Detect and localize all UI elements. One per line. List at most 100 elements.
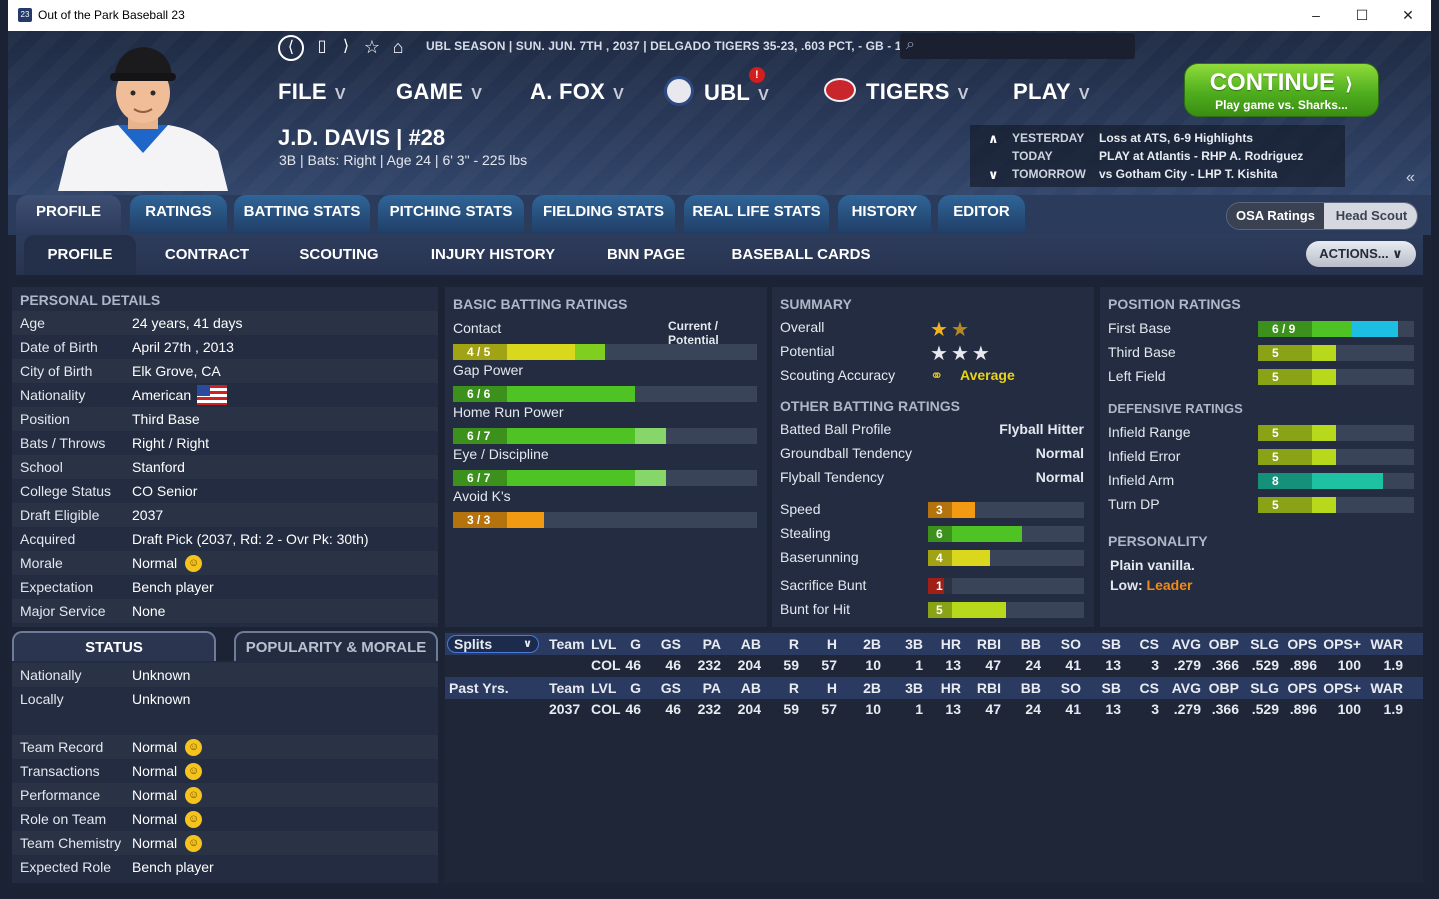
- detail-value: 24 years, 41 days: [132, 315, 243, 331]
- column-header[interactable]: WAR: [1370, 636, 1403, 652]
- continue-button[interactable]: CONTINUE ⟩ Play game vs. Sharks...: [1184, 63, 1379, 117]
- column-header[interactable]: G: [630, 680, 641, 696]
- column-header[interactable]: SB: [1101, 636, 1121, 652]
- tab-history[interactable]: HISTORY: [838, 195, 931, 233]
- tab-editor[interactable]: EDITOR: [938, 195, 1025, 233]
- column-header[interactable]: H: [826, 680, 837, 696]
- player-info: 3B | Bats: Right | Age 24 | 6' 3" - 225 …: [279, 152, 528, 168]
- column-header[interactable]: AVG: [1171, 636, 1201, 652]
- search-input[interactable]: ⌕: [900, 33, 1135, 59]
- column-header[interactable]: Team: [549, 680, 585, 696]
- schedule-today[interactable]: TODAY PLAY at Atlantis - RHP A. Rodriguez: [1012, 149, 1304, 163]
- section-title: BASIC BATTING RATINGS: [453, 296, 628, 312]
- actions-dropdown[interactable]: ACTIONS... ∨: [1306, 241, 1416, 267]
- subtab-injury-history[interactable]: INJURY HISTORY: [430, 246, 556, 263]
- menu-team[interactable]: TIGERS V: [824, 78, 969, 105]
- column-header[interactable]: LVL: [591, 680, 617, 696]
- column-header[interactable]: RBI: [976, 636, 1001, 652]
- osa-ratings-toggle[interactable]: OSA Ratings: [1227, 203, 1324, 229]
- tab-real-life-stats[interactable]: REAL LIFE STATS: [684, 195, 829, 233]
- column-header[interactable]: 3B: [905, 636, 923, 652]
- schedule-yesterday[interactable]: ∧ YESTERDAY Loss at ATS, 6-9 Highlights: [988, 131, 1254, 146]
- subtab-baseball-cards[interactable]: BASEBALL CARDS: [731, 246, 871, 263]
- tab-ratings[interactable]: RATINGS: [130, 195, 227, 233]
- close-button[interactable]: ✕: [1402, 7, 1414, 23]
- stat-cell: 13: [945, 657, 961, 673]
- column-header[interactable]: GS: [660, 680, 681, 696]
- star-icon[interactable]: ☆: [363, 37, 381, 57]
- column-header[interactable]: CS: [1139, 636, 1159, 652]
- detail-value: None: [132, 603, 166, 619]
- column-header[interactable]: LVL: [591, 636, 617, 652]
- season-info: UBL SEASON | SUN. JUN. 7TH , 2037 | DELG…: [426, 39, 913, 53]
- schedule-panel: ∧ YESTERDAY Loss at ATS, 6-9 Highlights TO…: [970, 125, 1345, 187]
- column-header[interactable]: OPS: [1287, 636, 1317, 652]
- column-header[interactable]: OBP: [1208, 636, 1239, 652]
- subtab-bnn-page[interactable]: BNN PAGE: [606, 246, 686, 263]
- column-header[interactable]: SLG: [1250, 680, 1279, 696]
- schedule-tomorrow[interactable]: ∨ TOMORROW vs Gotham City - LHP T. Kishita: [988, 167, 1278, 182]
- column-header[interactable]: G: [630, 636, 641, 652]
- column-header[interactable]: SO: [1060, 680, 1081, 696]
- speed-rating-label: Baserunning: [780, 549, 859, 565]
- chevron-down-icon: V: [758, 86, 770, 104]
- column-header[interactable]: CS: [1139, 680, 1159, 696]
- subtab-scouting[interactable]: SCOUTING: [299, 246, 379, 263]
- position-rating-bar: 5: [1258, 345, 1414, 361]
- column-header[interactable]: OPS+: [1323, 636, 1361, 652]
- tab-popularity-morale[interactable]: POPULARITY & MORALE: [234, 631, 438, 661]
- column-header[interactable]: AVG: [1171, 680, 1201, 696]
- column-header[interactable]: OPS+: [1323, 680, 1361, 696]
- column-header[interactable]: SLG: [1250, 636, 1279, 652]
- tab-profile[interactable]: PROFILE: [16, 195, 121, 233]
- column-header[interactable]: OPS: [1287, 680, 1317, 696]
- column-header[interactable]: Team: [549, 636, 585, 652]
- column-header[interactable]: HR: [940, 636, 961, 652]
- tab-pitching-stats[interactable]: PITCHING STATS: [378, 195, 524, 233]
- current-fill: [928, 602, 1006, 618]
- forward-icon[interactable]: ⟩: [342, 38, 350, 55]
- tab-batting-stats[interactable]: BATTING STATS: [234, 195, 370, 233]
- back-icon[interactable]: ⟨: [278, 35, 304, 61]
- minimize-button[interactable]: –: [1312, 7, 1320, 23]
- column-header[interactable]: GS: [660, 636, 681, 652]
- column-header[interactable]: R: [788, 680, 799, 696]
- scouting-accuracy-value: Average: [960, 367, 1015, 383]
- column-header[interactable]: BB: [1020, 636, 1041, 652]
- head-scout-toggle[interactable]: Head Scout: [1324, 203, 1417, 229]
- subtab-contract[interactable]: CONTRACT: [164, 246, 250, 263]
- column-header[interactable]: SO: [1060, 636, 1081, 652]
- tab-fielding-stats[interactable]: FIELDING STATS: [532, 195, 675, 233]
- column-header[interactable]: AB: [740, 636, 761, 652]
- column-header[interactable]: RBI: [976, 680, 1001, 696]
- detail-label: Date of Birth: [20, 339, 98, 355]
- subtab-profile[interactable]: PROFILE: [24, 235, 136, 275]
- tab-status[interactable]: STATUS: [12, 631, 216, 661]
- column-header[interactable]: PA: [702, 680, 721, 696]
- column-header[interactable]: 3B: [905, 680, 923, 696]
- column-header[interactable]: AB: [740, 680, 761, 696]
- menu-manager[interactable]: A. FOX V: [530, 79, 625, 104]
- stat-cell: 13: [1105, 701, 1121, 717]
- menu-play[interactable]: PLAY V: [1013, 79, 1090, 104]
- column-header[interactable]: PA: [702, 636, 721, 652]
- column-header[interactable]: R: [788, 636, 799, 652]
- column-header[interactable]: SB: [1101, 680, 1121, 696]
- menu-league[interactable]: UBL V !: [664, 67, 770, 109]
- column-header[interactable]: 2B: [863, 680, 881, 696]
- column-header[interactable]: BB: [1020, 680, 1041, 696]
- column-header[interactable]: H: [826, 636, 837, 652]
- menu-game[interactable]: GAME V: [396, 79, 483, 104]
- maximize-button[interactable]: ☐: [1355, 7, 1369, 23]
- column-header[interactable]: HR: [940, 680, 961, 696]
- collapse-icon[interactable]: «: [1406, 169, 1415, 186]
- stats-header: Team LVL G GS PA AB R H 2B 3B HR RBI BB SO SB CS AVG OBP S…: [445, 636, 1423, 656]
- column-header[interactable]: OBP: [1208, 680, 1239, 696]
- splits-select[interactable]: Splits ∨: [447, 635, 539, 653]
- column-header[interactable]: WAR: [1370, 680, 1403, 696]
- column-header[interactable]: 2B: [863, 636, 881, 652]
- detail-label: Nationality: [20, 387, 86, 403]
- menu-file[interactable]: FILE V: [278, 79, 346, 104]
- home-icon[interactable]: ⌂: [392, 37, 404, 57]
- bookmark-icon[interactable]: ▯: [317, 38, 327, 55]
